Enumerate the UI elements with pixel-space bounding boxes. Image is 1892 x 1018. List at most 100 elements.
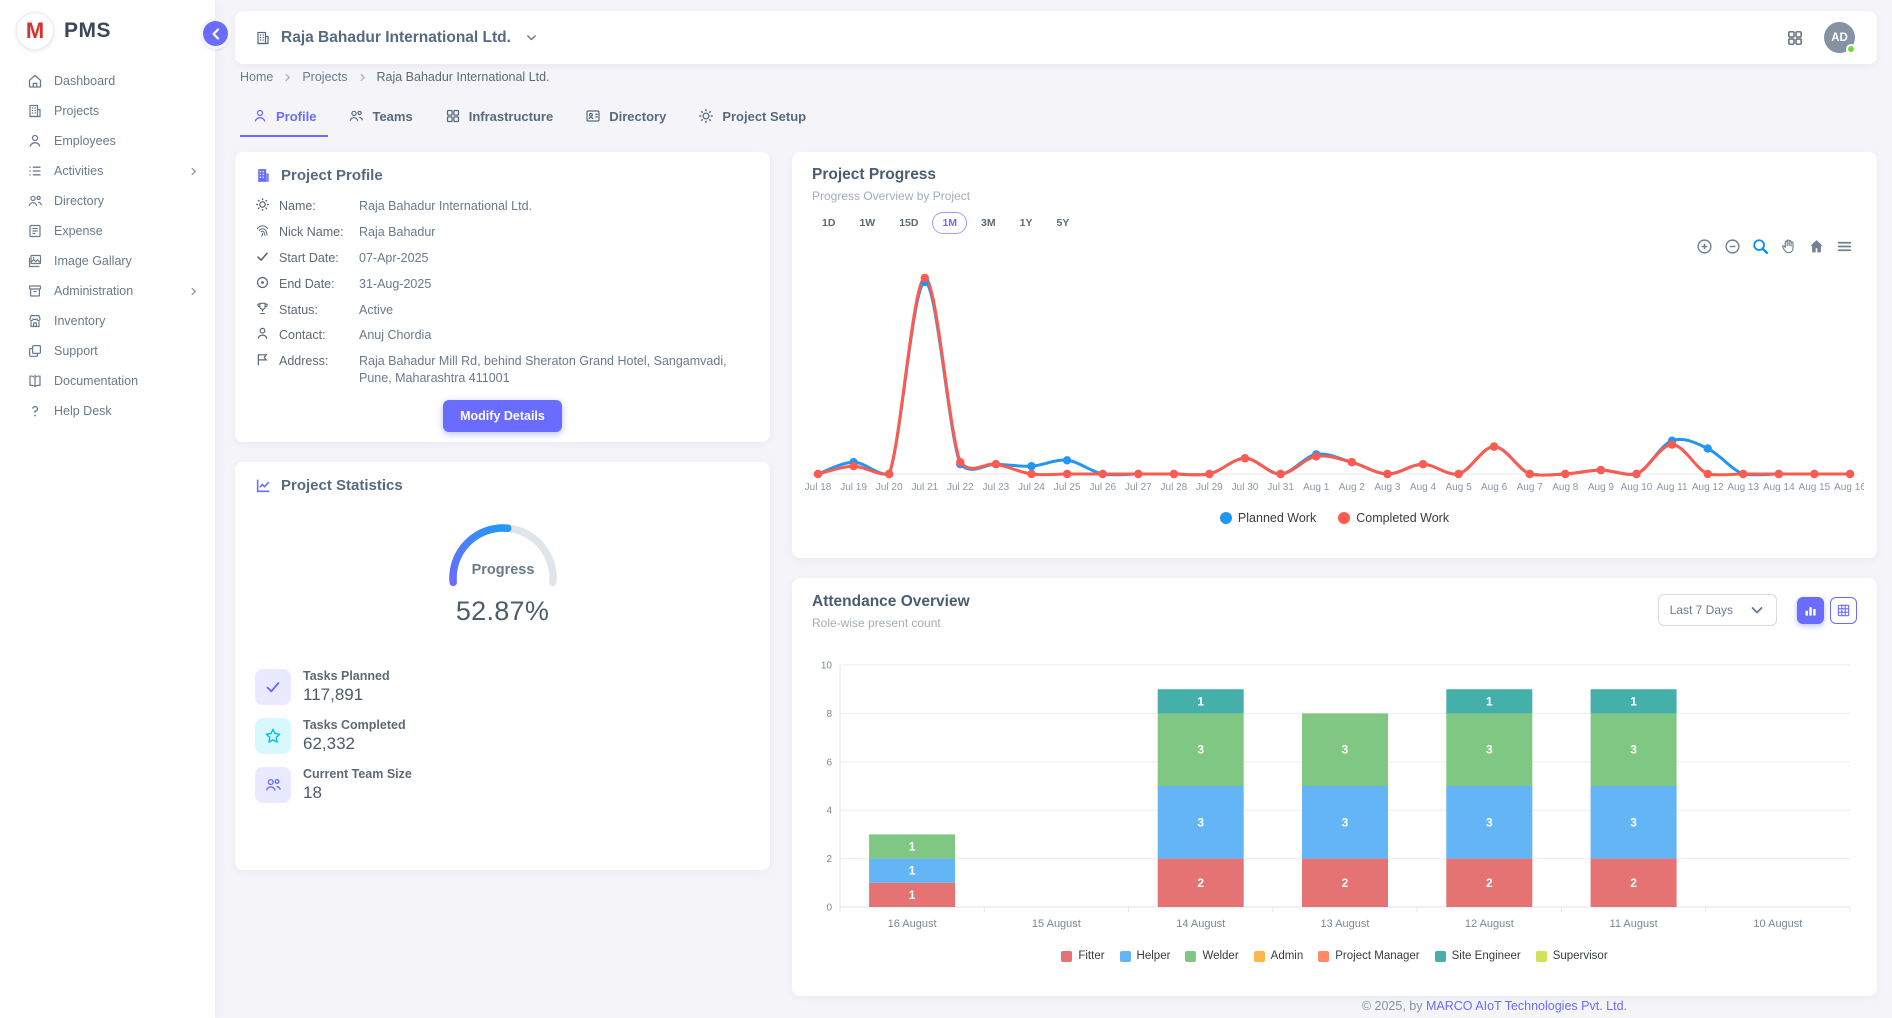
- table-view-toggle-button[interactable]: [1830, 597, 1857, 624]
- range-1y-button[interactable]: 1Y: [1010, 212, 1043, 234]
- sidebar-item-label: Administration: [54, 284, 133, 298]
- sidebar-item-directory[interactable]: Directory: [0, 186, 215, 216]
- stat-label: Tasks Planned: [303, 669, 390, 683]
- field-value: Raja Bahadur Mill Rd, behind Sheraton Gr…: [359, 352, 750, 387]
- tab-infrastructure[interactable]: Infrastructure: [433, 98, 566, 137]
- building-icon: [255, 30, 271, 46]
- brand-logo-letter: M: [26, 18, 44, 44]
- stat-text: Tasks Planned117,891: [303, 669, 390, 705]
- legend-completed-work[interactable]: Completed Work: [1338, 511, 1449, 525]
- sidebar-item-projects[interactable]: Projects: [0, 96, 215, 126]
- svg-text:Jul 22: Jul 22: [947, 482, 974, 493]
- svg-text:Aug 13: Aug 13: [1727, 482, 1759, 493]
- range-1w-button[interactable]: 1W: [849, 212, 885, 234]
- legend-marker: [1338, 512, 1350, 524]
- tab-project-setup[interactable]: Project Setup: [686, 98, 818, 137]
- sidebar-collapse-button[interactable]: [203, 21, 228, 46]
- svg-text:2: 2: [1342, 876, 1349, 890]
- range-1m-button[interactable]: 1M: [932, 212, 967, 234]
- legend-label: Planned Work: [1238, 511, 1316, 525]
- svg-text:6: 6: [826, 757, 832, 768]
- legend-marker: [1120, 951, 1131, 962]
- range-1d-button[interactable]: 1D: [812, 212, 845, 234]
- svg-text:Jul 29: Jul 29: [1196, 482, 1223, 493]
- company-selector[interactable]: Raja Bahadur International Ltd.: [255, 29, 538, 47]
- project-progress-card: Project Progress Progress Overview by Pr…: [792, 152, 1877, 558]
- legend-project-manager[interactable]: Project Manager: [1318, 950, 1419, 962]
- svg-text:1: 1: [909, 840, 916, 854]
- person-icon: [255, 326, 270, 341]
- sidebar-item-help-desk[interactable]: Help Desk: [0, 396, 215, 426]
- field-label: End Date:: [279, 275, 359, 293]
- stat-current-team-size: Current Team Size18: [255, 767, 750, 803]
- people-icon: [348, 108, 364, 124]
- legend-site-engineer[interactable]: Site Engineer: [1435, 950, 1521, 962]
- person-icon: [252, 108, 268, 124]
- legend-label: Admin: [1271, 950, 1304, 962]
- legend-admin[interactable]: Admin: [1254, 950, 1304, 962]
- project-statistics-title: Project Statistics: [281, 477, 403, 494]
- sidebar-item-label: Documentation: [54, 374, 138, 388]
- legend-supervisor[interactable]: Supervisor: [1536, 950, 1608, 962]
- bar-view-toggle-button[interactable]: [1797, 597, 1824, 624]
- modify-details-button[interactable]: Modify Details: [443, 400, 562, 432]
- person-icon: [27, 133, 43, 149]
- tab-directory[interactable]: Directory: [573, 98, 678, 137]
- project-profile-card: Project Profile Name:Raja Bahadur Intern…: [235, 152, 770, 442]
- tab-profile[interactable]: Profile: [240, 98, 328, 137]
- sidebar-item-inventory[interactable]: Inventory: [0, 306, 215, 336]
- profile-field-start-date: Start Date:07-Apr-2025: [255, 249, 750, 267]
- sidebar-item-label: Support: [54, 344, 98, 358]
- check-icon: [255, 669, 291, 705]
- sidebar-item-image-gallary[interactable]: Image Gallary: [0, 246, 215, 276]
- range-15d-button[interactable]: 15D: [889, 212, 928, 234]
- people-icon: [255, 767, 291, 803]
- profile-field-contact: Contact:Anuj Chordia: [255, 326, 750, 344]
- home-icon: [27, 73, 43, 89]
- project-profile-title: Project Profile: [281, 167, 383, 184]
- breadcrumb-item-home[interactable]: Home: [240, 70, 273, 84]
- building-icon: [27, 103, 43, 119]
- footer-company-link[interactable]: MARCO AIoT Technologies Pvt. Ltd.: [1426, 999, 1627, 1013]
- time-range-buttons: 1D1W15D1M3M1Y5Y: [812, 212, 1857, 234]
- sidebar-item-administration[interactable]: Administration: [0, 276, 215, 306]
- svg-text:2: 2: [1486, 876, 1493, 890]
- attendance-legend: Fitter Helper Welder Admin Project Manager Si…: [792, 950, 1877, 962]
- sidebar-item-activities[interactable]: Activities: [0, 156, 215, 186]
- sidebar: M PMS DashboardProjectsEmployeesActiviti…: [0, 0, 215, 1018]
- sidebar-item-dashboard[interactable]: Dashboard: [0, 66, 215, 96]
- tab-bar: ProfileTeamsInfrastructureDirectoryProje…: [240, 98, 818, 137]
- legend-helper[interactable]: Helper: [1120, 950, 1171, 962]
- svg-text:2: 2: [1197, 876, 1204, 890]
- sidebar-item-employees[interactable]: Employees: [0, 126, 215, 156]
- brand[interactable]: M PMS: [0, 0, 215, 62]
- field-label: Contact:: [279, 326, 359, 344]
- legend-planned-work[interactable]: Planned Work: [1220, 511, 1316, 525]
- tab-teams[interactable]: Teams: [336, 98, 424, 137]
- project-progress-chart[interactable]: Jul 18Jul 19Jul 20Jul 21Jul 22Jul 23Jul …: [804, 252, 1864, 497]
- breadcrumb-item-projects[interactable]: Projects: [302, 70, 347, 84]
- sidebar-item-support[interactable]: Support: [0, 336, 215, 366]
- svg-text:3: 3: [1342, 743, 1349, 757]
- sidebar-item-expense[interactable]: Expense: [0, 216, 215, 246]
- attendance-chart[interactable]: 024681011116 August15 August233114 Augus…: [810, 655, 1860, 945]
- sidebar-item-documentation[interactable]: Documentation: [0, 366, 215, 396]
- header-actions: AD: [1786, 22, 1855, 53]
- svg-text:Jul 20: Jul 20: [876, 482, 903, 493]
- avatar[interactable]: AD: [1824, 22, 1855, 53]
- footer: © 2025, by MARCO AIoT Technologies Pvt. …: [1362, 999, 1627, 1013]
- check-icon: [255, 249, 270, 264]
- range-3m-button[interactable]: 3M: [971, 212, 1006, 234]
- legend-welder[interactable]: Welder: [1185, 950, 1238, 962]
- stat-text: Current Team Size18: [303, 767, 412, 803]
- apps-grid-icon[interactable]: [1786, 29, 1804, 47]
- range-5y-button[interactable]: 5Y: [1046, 212, 1079, 234]
- svg-text:10: 10: [821, 661, 833, 672]
- attendance-range-select[interactable]: Last 7 Days: [1658, 594, 1777, 626]
- legend-fitter[interactable]: Fitter: [1061, 950, 1104, 962]
- project-progress-title: Project Progress: [812, 166, 1857, 184]
- svg-text:3: 3: [1486, 743, 1493, 757]
- svg-text:Aug 16: Aug 16: [1834, 482, 1864, 493]
- trophy-icon: [255, 301, 270, 316]
- svg-text:Aug 14: Aug 14: [1763, 482, 1795, 493]
